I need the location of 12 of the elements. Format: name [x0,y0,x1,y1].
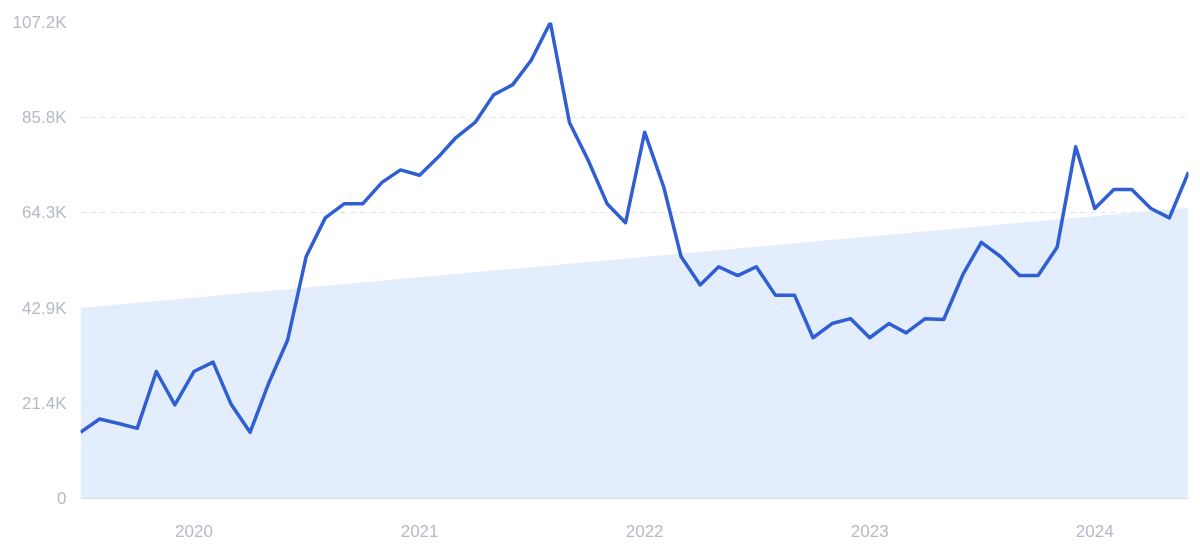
y-tick-label: 85.8K [22,108,68,128]
x-tick-label: 2020 [175,521,213,541]
x-tick-label: 2021 [400,521,439,541]
y-tick-label: 21.4K [22,393,68,413]
x-tick-label: 2024 [1075,521,1114,541]
y-tick-label: 64.3K [22,203,68,223]
x-tick-label: 2023 [850,521,889,541]
x-tick-label: 2022 [625,521,664,541]
y-tick-label: 107.2K [12,13,68,32]
y-tick-label: 42.9K [22,298,68,318]
y-tick-label: 0 [57,489,67,508]
line-series [80,22,1189,435]
